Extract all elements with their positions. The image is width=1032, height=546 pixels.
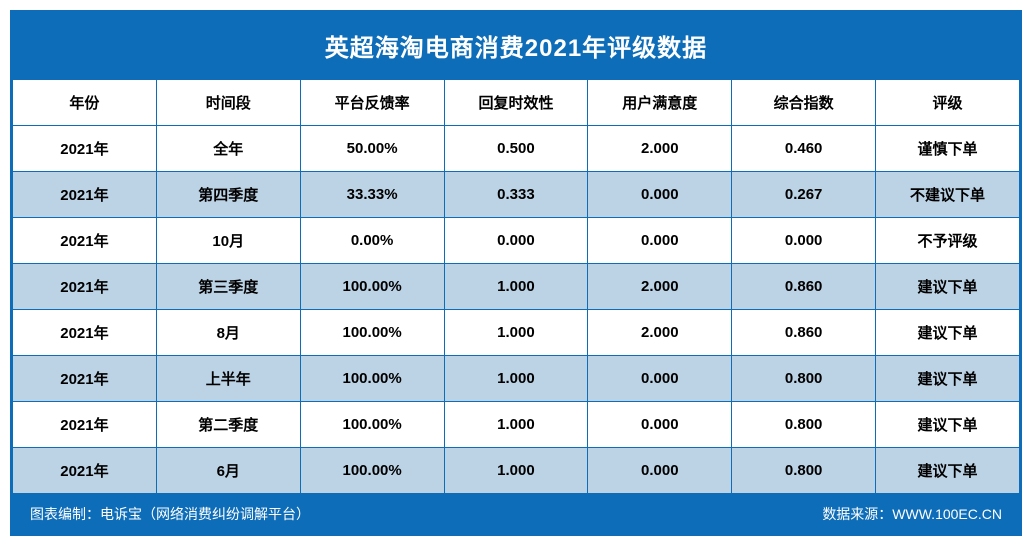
table-cell: 100.00% bbox=[300, 310, 444, 356]
table-cell: 0.800 bbox=[732, 356, 876, 402]
table-cell: 谨慎下单 bbox=[876, 126, 1020, 172]
table-cell: 1.000 bbox=[444, 356, 588, 402]
table-cell: 50.00% bbox=[300, 126, 444, 172]
col-year: 年份 bbox=[13, 80, 157, 126]
table-cell: 不予评级 bbox=[876, 218, 1020, 264]
rating-table: 年份 时间段 平台反馈率 回复时效性 用户满意度 综合指数 评级 2021年全年… bbox=[12, 79, 1020, 494]
table-cell: 1.000 bbox=[444, 310, 588, 356]
table-cell: 0.460 bbox=[732, 126, 876, 172]
table-cell: 0.860 bbox=[732, 264, 876, 310]
footer-bar: 图表编制：电诉宝（网络消费纠纷调解平台） 数据来源：WWW.100EC.CN bbox=[12, 494, 1020, 534]
table-header-row: 年份 时间段 平台反馈率 回复时效性 用户满意度 综合指数 评级 bbox=[13, 80, 1020, 126]
table-row: 2021年6月100.00%1.0000.0000.800建议下单 bbox=[13, 448, 1020, 494]
table-cell: 2021年 bbox=[13, 172, 157, 218]
table-cell: 0.000 bbox=[588, 402, 732, 448]
table-row: 2021年全年50.00%0.5002.0000.460谨慎下单 bbox=[13, 126, 1020, 172]
col-feedback-rate: 平台反馈率 bbox=[300, 80, 444, 126]
table-cell: 0.000 bbox=[732, 218, 876, 264]
table-cell: 0.000 bbox=[588, 218, 732, 264]
col-rating: 评级 bbox=[876, 80, 1020, 126]
col-period: 时间段 bbox=[156, 80, 300, 126]
table-cell: 建议下单 bbox=[876, 310, 1020, 356]
table-cell: 2021年 bbox=[13, 356, 157, 402]
table-cell: 0.000 bbox=[444, 218, 588, 264]
table-cell: 不建议下单 bbox=[876, 172, 1020, 218]
table-cell: 0.000 bbox=[588, 356, 732, 402]
col-index: 综合指数 bbox=[732, 80, 876, 126]
table-cell: 建议下单 bbox=[876, 448, 1020, 494]
table-cell: 2021年 bbox=[13, 402, 157, 448]
table-cell: 2021年 bbox=[13, 448, 157, 494]
table-cell: 0.000 bbox=[588, 448, 732, 494]
table-cell: 2021年 bbox=[13, 218, 157, 264]
table-cell: 0.860 bbox=[732, 310, 876, 356]
table-cell: 1.000 bbox=[444, 448, 588, 494]
table-cell: 33.33% bbox=[300, 172, 444, 218]
table-cell: 0.00% bbox=[300, 218, 444, 264]
table-cell: 建议下单 bbox=[876, 356, 1020, 402]
table-cell: 建议下单 bbox=[876, 402, 1020, 448]
table-cell: 0.800 bbox=[732, 448, 876, 494]
table-row: 2021年10月0.00%0.0000.0000.000不予评级 bbox=[13, 218, 1020, 264]
table-cell: 100.00% bbox=[300, 448, 444, 494]
table-cell: 建议下单 bbox=[876, 264, 1020, 310]
table-row: 2021年第二季度100.00%1.0000.0000.800建议下单 bbox=[13, 402, 1020, 448]
table-cell: 10月 bbox=[156, 218, 300, 264]
table-cell: 上半年 bbox=[156, 356, 300, 402]
table-cell: 2.000 bbox=[588, 126, 732, 172]
page-title: 英超海淘电商消费2021年评级数据 bbox=[12, 12, 1020, 79]
footer-right: 数据来源：WWW.100EC.CN bbox=[822, 504, 1002, 524]
table-cell: 0.500 bbox=[444, 126, 588, 172]
table-cell: 2021年 bbox=[13, 126, 157, 172]
table-cell: 0.800 bbox=[732, 402, 876, 448]
table-cell: 2.000 bbox=[588, 264, 732, 310]
table-cell: 8月 bbox=[156, 310, 300, 356]
table-cell: 1.000 bbox=[444, 264, 588, 310]
table-row: 2021年第三季度100.00%1.0002.0000.860建议下单 bbox=[13, 264, 1020, 310]
table-cell: 0.267 bbox=[732, 172, 876, 218]
table-cell: 100.00% bbox=[300, 356, 444, 402]
table-cell: 第二季度 bbox=[156, 402, 300, 448]
table-container: 英超海淘电商消费2021年评级数据 年份 时间段 平台反馈率 回复时效性 用户满… bbox=[10, 10, 1022, 536]
table-row: 2021年上半年100.00%1.0000.0000.800建议下单 bbox=[13, 356, 1020, 402]
table-cell: 第四季度 bbox=[156, 172, 300, 218]
table-cell: 第三季度 bbox=[156, 264, 300, 310]
table-cell: 1.000 bbox=[444, 402, 588, 448]
table-cell: 2021年 bbox=[13, 264, 157, 310]
col-satisfaction: 用户满意度 bbox=[588, 80, 732, 126]
table-cell: 100.00% bbox=[300, 402, 444, 448]
table-cell: 100.00% bbox=[300, 264, 444, 310]
table-cell: 0.000 bbox=[588, 172, 732, 218]
table-cell: 全年 bbox=[156, 126, 300, 172]
table-cell: 0.333 bbox=[444, 172, 588, 218]
table-cell: 6月 bbox=[156, 448, 300, 494]
table-cell: 2021年 bbox=[13, 310, 157, 356]
col-response-time: 回复时效性 bbox=[444, 80, 588, 126]
footer-left: 图表编制：电诉宝（网络消费纠纷调解平台） bbox=[30, 504, 310, 524]
table-row: 2021年第四季度33.33%0.3330.0000.267不建议下单 bbox=[13, 172, 1020, 218]
table-body: 2021年全年50.00%0.5002.0000.460谨慎下单2021年第四季… bbox=[13, 126, 1020, 494]
table-row: 2021年8月100.00%1.0002.0000.860建议下单 bbox=[13, 310, 1020, 356]
table-cell: 2.000 bbox=[588, 310, 732, 356]
